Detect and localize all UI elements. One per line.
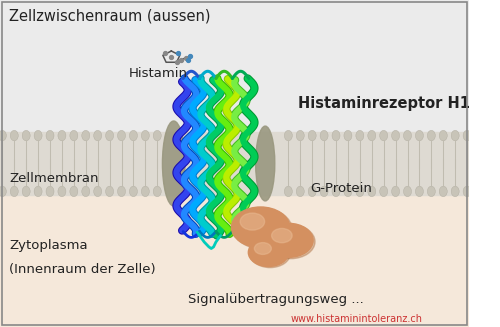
Ellipse shape [162, 121, 185, 206]
Text: Signalübertragungsweg ...: Signalübertragungsweg ... [188, 293, 364, 306]
Ellipse shape [22, 186, 30, 197]
Ellipse shape [428, 130, 436, 141]
Ellipse shape [0, 130, 6, 141]
Ellipse shape [46, 186, 54, 197]
Text: Zellzwischenraum (aussen): Zellzwischenraum (aussen) [10, 8, 211, 23]
Ellipse shape [392, 186, 400, 197]
Ellipse shape [284, 186, 292, 197]
Bar [0, 0, 470, 132]
Text: Zellmembran: Zellmembran [10, 172, 99, 185]
Ellipse shape [428, 186, 436, 197]
Ellipse shape [451, 130, 459, 141]
Circle shape [234, 209, 292, 249]
Ellipse shape [82, 130, 90, 141]
Ellipse shape [130, 186, 138, 197]
Ellipse shape [451, 186, 459, 197]
Ellipse shape [46, 130, 54, 141]
Ellipse shape [118, 186, 126, 197]
Circle shape [248, 238, 288, 267]
Ellipse shape [0, 186, 6, 197]
Text: Histaminrezeptor H1: Histaminrezeptor H1 [298, 95, 470, 111]
Ellipse shape [34, 130, 42, 141]
Ellipse shape [154, 130, 162, 141]
Ellipse shape [70, 186, 78, 197]
Ellipse shape [344, 130, 352, 141]
Ellipse shape [440, 186, 447, 197]
Ellipse shape [463, 186, 471, 197]
Ellipse shape [10, 130, 18, 141]
Circle shape [272, 229, 292, 243]
Ellipse shape [356, 130, 364, 141]
Ellipse shape [106, 130, 114, 141]
Ellipse shape [380, 186, 388, 197]
Ellipse shape [332, 130, 340, 141]
Ellipse shape [142, 130, 150, 141]
Ellipse shape [106, 186, 114, 197]
Ellipse shape [130, 130, 138, 141]
Ellipse shape [404, 186, 411, 197]
Text: G-Protein: G-Protein [310, 181, 372, 195]
Circle shape [266, 225, 315, 259]
Ellipse shape [344, 186, 352, 197]
Circle shape [232, 207, 290, 248]
Ellipse shape [320, 186, 328, 197]
Text: (Innenraum der Zelle): (Innenraum der Zelle) [10, 263, 156, 276]
Text: Histamin: Histamin [129, 67, 188, 80]
Ellipse shape [94, 186, 102, 197]
Ellipse shape [82, 186, 90, 197]
Ellipse shape [10, 186, 18, 197]
Circle shape [254, 243, 272, 254]
Ellipse shape [70, 130, 78, 141]
Ellipse shape [142, 186, 150, 197]
Ellipse shape [34, 186, 42, 197]
Ellipse shape [332, 186, 340, 197]
Ellipse shape [380, 130, 388, 141]
Ellipse shape [22, 130, 30, 141]
Ellipse shape [94, 130, 102, 141]
Ellipse shape [368, 186, 376, 197]
Bar [0, 195, 470, 327]
Bar [0, 132, 470, 195]
Circle shape [264, 223, 313, 257]
Ellipse shape [296, 186, 304, 197]
Circle shape [250, 239, 290, 267]
Text: Zytoplasma: Zytoplasma [10, 239, 88, 252]
Ellipse shape [404, 130, 411, 141]
Ellipse shape [368, 130, 376, 141]
Ellipse shape [296, 130, 304, 141]
Ellipse shape [416, 130, 424, 141]
Ellipse shape [440, 130, 447, 141]
Ellipse shape [154, 186, 162, 197]
Ellipse shape [463, 130, 471, 141]
Ellipse shape [416, 186, 424, 197]
Circle shape [240, 213, 264, 230]
Ellipse shape [58, 130, 66, 141]
Ellipse shape [308, 186, 316, 197]
Ellipse shape [320, 130, 328, 141]
Ellipse shape [308, 130, 316, 141]
Text: www.histaminintoleranz.ch: www.histaminintoleranz.ch [291, 314, 423, 324]
Ellipse shape [284, 130, 292, 141]
Ellipse shape [118, 130, 126, 141]
Ellipse shape [256, 126, 275, 201]
Ellipse shape [392, 130, 400, 141]
Ellipse shape [58, 186, 66, 197]
Ellipse shape [356, 186, 364, 197]
